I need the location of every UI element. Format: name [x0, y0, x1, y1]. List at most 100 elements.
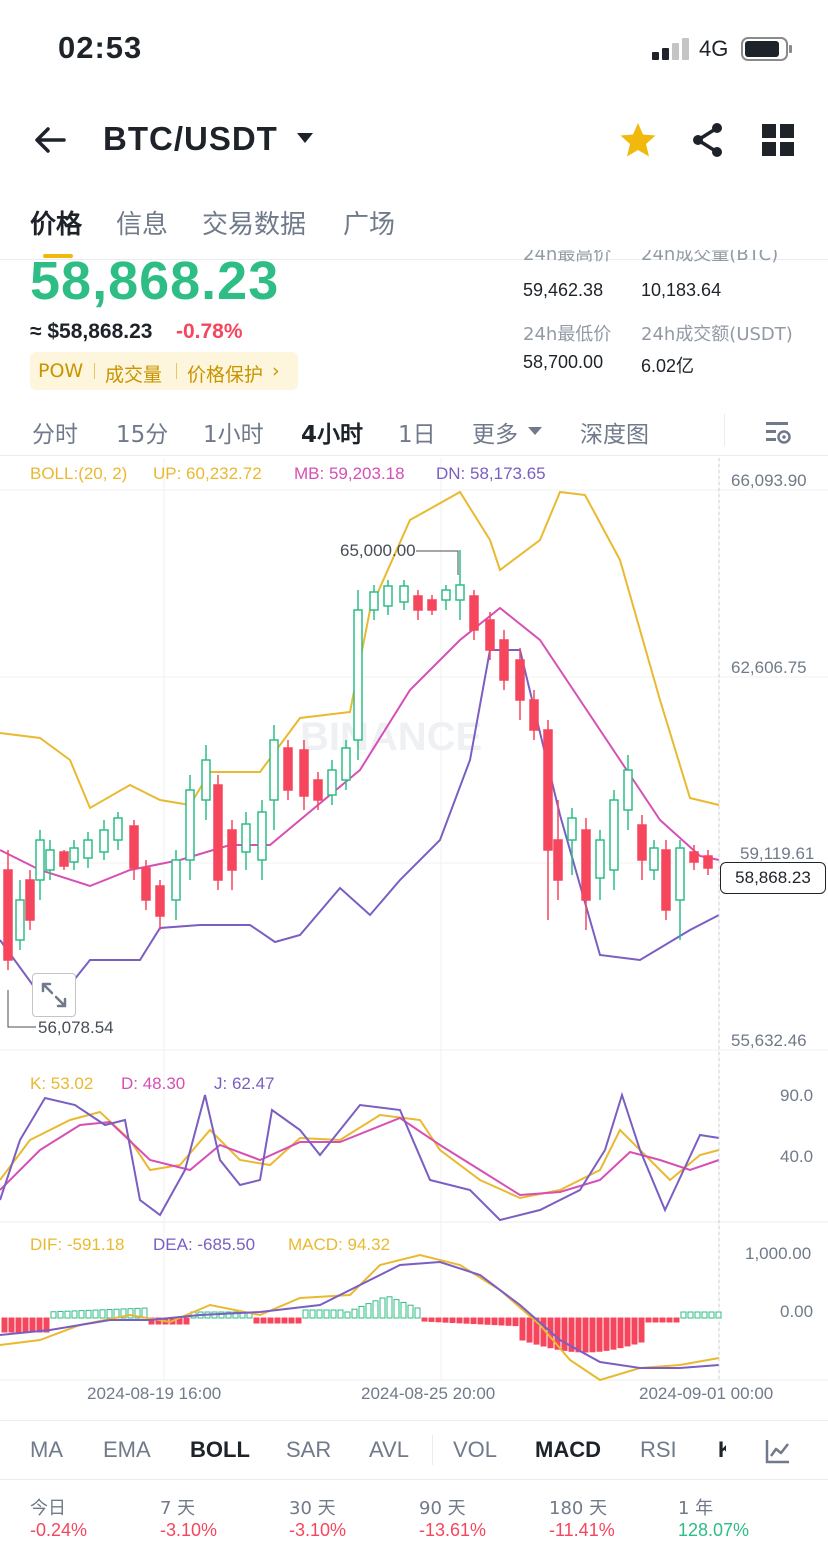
- more-caret-icon[interactable]: [527, 426, 543, 436]
- indicator-macd[interactable]: MACD: [535, 1437, 601, 1462]
- caret-down-icon[interactable]: [296, 132, 314, 144]
- interval-1d[interactable]: 1日: [398, 422, 436, 448]
- high-label-clip: 24h最高价: [523, 250, 612, 265]
- tab-price[interactable]: 价格: [30, 210, 83, 240]
- tag-chips: POW 成交量 价格保护 ›: [30, 352, 298, 390]
- macd-bar-up: [64, 1310, 71, 1319]
- interval-4h[interactable]: 4小时: [301, 422, 364, 448]
- date-axis-label: 2024-08-19 16:00: [87, 1384, 222, 1403]
- indicator-ma[interactable]: MA: [30, 1437, 63, 1462]
- macd-bar-down: [29, 1317, 36, 1333]
- low-value: 58,700.00: [523, 352, 604, 372]
- macd-bar-down: [498, 1317, 505, 1326]
- indicator-kdj[interactable]: K: [718, 1437, 726, 1462]
- macd-bar-up: [687, 1311, 694, 1319]
- indicator-sar[interactable]: SAR: [286, 1437, 332, 1462]
- indicator-settings-icon[interactable]: [764, 1437, 792, 1465]
- macd-bar-down: [8, 1317, 15, 1333]
- boll-legend-dn: DN: 58,173.65: [436, 464, 546, 483]
- battery-icon: [741, 37, 792, 61]
- chevron-right-icon[interactable]: ›: [272, 360, 280, 382]
- macd-bar-down: [463, 1317, 470, 1324]
- candle-up: [383, 585, 393, 607]
- tab-square[interactable]: 广场: [343, 210, 396, 240]
- candle-down: [283, 747, 293, 791]
- back-arrow-icon[interactable]: [30, 120, 70, 160]
- macd-axis-label: 0.00: [780, 1302, 814, 1321]
- share-icon[interactable]: [688, 120, 728, 160]
- macd-bar-up: [92, 1309, 99, 1319]
- low-label: 24h最低价: [523, 324, 612, 345]
- macd-bar-down: [260, 1317, 267, 1324]
- macd-bar-up: [351, 1308, 358, 1319]
- macd-bar-down: [281, 1317, 288, 1324]
- kdj-legend-j: J: 62.47: [214, 1074, 275, 1093]
- favorite-star-icon[interactable]: [618, 120, 658, 160]
- macd-bar-up: [358, 1305, 365, 1319]
- macd-bar-up: [337, 1309, 344, 1319]
- candle-down: [529, 699, 539, 731]
- candle-up: [341, 747, 351, 781]
- indicator-boll[interactable]: BOLL: [190, 1437, 250, 1462]
- macd-bar-up: [365, 1303, 372, 1319]
- chip-pow[interactable]: POW: [38, 360, 84, 382]
- interval-depth[interactable]: 深度图: [580, 422, 649, 448]
- macd-bar-down: [603, 1317, 610, 1351]
- chart-settings-icon[interactable]: [764, 418, 792, 446]
- macd-bar-up: [694, 1311, 701, 1319]
- candle-down: [213, 784, 223, 881]
- vol-usdt-label: 24h成交额(USDT): [641, 324, 793, 345]
- vol-btc-label-clip: 24h成交量(BTC): [641, 250, 779, 265]
- candle-down: [59, 851, 69, 867]
- indicator-vol[interactable]: VOL: [453, 1437, 498, 1462]
- indicator-rsi[interactable]: RSI: [640, 1437, 677, 1462]
- macd-bar-up: [400, 1301, 407, 1319]
- fullscreen-button[interactable]: [32, 973, 76, 1017]
- main-tabs: 价格 信息 交易数据 广场: [0, 200, 828, 260]
- macd-legend-dif: DIF: -591.18: [30, 1235, 125, 1254]
- chip-divider: [94, 363, 95, 379]
- interval-timeshare[interactable]: 分时: [32, 422, 78, 448]
- macd-bar-down: [645, 1317, 652, 1323]
- interval-bar: 分时 15分 1小时 4小时 1日 更多 深度图: [0, 406, 828, 456]
- indicator-bar: MA EMA BOLL SAR AVL VOL MACD RSI K: [0, 1420, 828, 1480]
- macd-bar-down: [267, 1317, 274, 1324]
- macd-bar-up: [78, 1310, 85, 1319]
- kline-chart[interactable]: BINANCE: [0, 458, 828, 1416]
- chip-volume[interactable]: 成交量: [105, 364, 163, 386]
- perf-value: -0.24%: [30, 1520, 88, 1540]
- candle-up: [567, 817, 577, 841]
- macd-bar-down: [512, 1317, 519, 1327]
- interval-15m[interactable]: 15分: [116, 422, 169, 448]
- candle-down: [515, 659, 525, 701]
- macd-bar-down: [519, 1317, 526, 1341]
- indicator-ema[interactable]: EMA: [103, 1437, 151, 1462]
- candle-up: [35, 839, 45, 881]
- candle-up: [257, 811, 267, 861]
- macd-bar-up: [680, 1311, 687, 1319]
- macd-bar-up: [372, 1300, 379, 1319]
- status-bar: 02:53 4G: [0, 0, 828, 100]
- layout-grid-icon[interactable]: [760, 122, 796, 158]
- macd-bar-up: [316, 1309, 323, 1319]
- indicator-avl[interactable]: AVL: [369, 1437, 409, 1462]
- kdj-axis-label: 40.0: [780, 1147, 814, 1166]
- price-change: -0.78%: [176, 320, 243, 343]
- macd-bar-down: [568, 1317, 575, 1352]
- tab-trading-data[interactable]: 交易数据: [202, 210, 307, 240]
- macd-bar-down: [22, 1317, 29, 1333]
- macd-bar-up: [701, 1311, 708, 1319]
- candle-up: [201, 759, 211, 801]
- candle-down: [227, 829, 237, 871]
- chip-price-protection[interactable]: 价格保护: [187, 364, 264, 386]
- macd-bar-up: [120, 1308, 127, 1319]
- perf-value: -11.41%: [549, 1520, 615, 1540]
- tab-info[interactable]: 信息: [116, 210, 169, 240]
- candle-up: [623, 769, 633, 811]
- macd-bar-down: [666, 1317, 673, 1323]
- interval-1h[interactable]: 1小时: [203, 422, 264, 448]
- pair-title[interactable]: BTC/USDT: [103, 120, 278, 157]
- interval-more[interactable]: 更多: [472, 422, 518, 448]
- macd-bar-up: [232, 1311, 239, 1319]
- macd-bar-down: [582, 1317, 589, 1353]
